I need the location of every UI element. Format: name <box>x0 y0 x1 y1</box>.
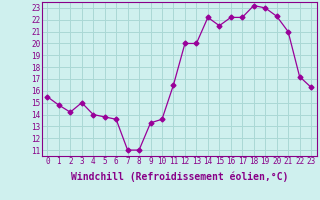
X-axis label: Windchill (Refroidissement éolien,°C): Windchill (Refroidissement éolien,°C) <box>70 172 288 182</box>
